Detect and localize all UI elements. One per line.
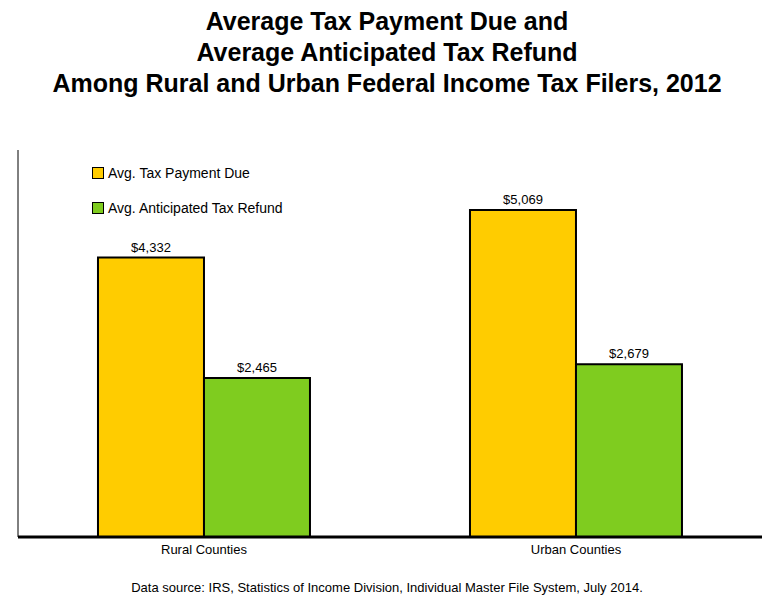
svg-text:$5,069: $5,069	[503, 192, 543, 207]
svg-text:Urban Counties: Urban Counties	[531, 542, 622, 557]
svg-text:$4,332: $4,332	[131, 240, 171, 255]
html-text:Average Tax Payment Due and Av: Average Tax Payment Due and Average Anti…	[52, 7, 722, 97]
html-text:Avg. Tax Payment Due: Avg. Tax Payment Due	[108, 165, 250, 181]
svg-text:$2,465: $2,465	[237, 360, 277, 375]
svg-text:Rural Counties: Rural Counties	[161, 542, 247, 557]
html-text:Data source: IRS, Statistics o: Data source: IRS, Statistics of Income D…	[131, 580, 643, 595]
html-text:Avg. Anticipated Tax Refund: Avg. Anticipated Tax Refund	[108, 200, 283, 216]
svg-text:$2,679: $2,679	[609, 346, 649, 361]
